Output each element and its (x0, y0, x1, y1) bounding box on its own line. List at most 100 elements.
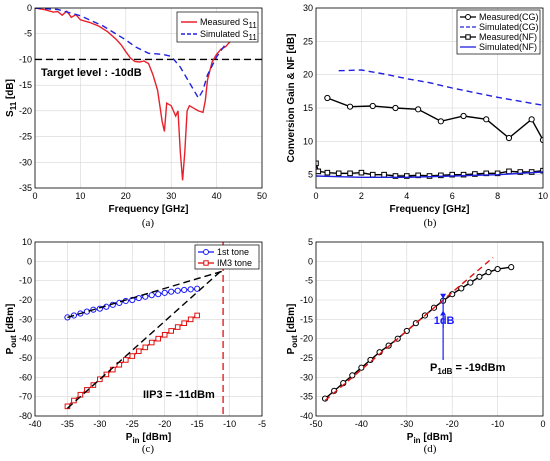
y-axis-label: Pout [dBm] (5, 304, 18, 355)
series-line-2 (35, 8, 227, 100)
y-tick-label: -10 (19, 54, 32, 64)
data-point (437, 118, 444, 125)
data-point (123, 357, 129, 363)
x-tick-label: 0 (32, 191, 37, 201)
plot-area (321, 256, 515, 402)
legend-entry: Measured(NF) (479, 32, 537, 42)
data-point (438, 172, 444, 179)
x-tick-label: 30 (166, 191, 176, 201)
legend-entry: Measured S11 (200, 17, 257, 30)
plot-frame (34, 241, 263, 417)
data-point (476, 273, 483, 280)
y-tick-label: -35 (300, 392, 313, 402)
data-point (369, 171, 376, 178)
y-tick-label: 10 (22, 237, 32, 247)
y-tick-label: -15 (300, 314, 313, 324)
y-tick-label: -60 (19, 372, 32, 382)
data-point (181, 320, 187, 326)
data-point (103, 371, 110, 378)
legend-entry: IM3 tone (217, 258, 252, 268)
x-tick-label: 10 (75, 191, 85, 201)
data-point (135, 294, 142, 302)
data-point (472, 171, 478, 177)
series-line-3 (316, 163, 543, 177)
y-tick-label: -10 (19, 276, 32, 286)
data-point (347, 170, 353, 177)
y-tick-label: 30 (303, 3, 313, 13)
data-point (404, 173, 410, 179)
x-tick-label: -20 (446, 419, 459, 429)
y-tick-label: -35 (19, 183, 32, 193)
chart-a: 0 10 20 30 40 50 0 -5 -10 -15 -20 -25 -30 -35 Frequenc… (5, 3, 267, 229)
data-point (84, 387, 90, 393)
legend-entry: Simulated S11 (200, 29, 257, 42)
target-level-annotation: Target level : -10dB (41, 67, 142, 79)
y-tick-label: -40 (19, 334, 32, 344)
y-tick-label: -40 (300, 411, 313, 421)
legend-marker (465, 34, 471, 40)
y-tick-label: -20 (300, 334, 313, 344)
y-tick-label: 25 (303, 36, 313, 46)
legend-marker (465, 14, 471, 20)
x-tick-label: -50 (309, 419, 322, 429)
data-point (168, 328, 174, 334)
x-tick-label: -35 (61, 419, 74, 429)
data-point (392, 173, 399, 179)
data-point (460, 112, 467, 120)
legend-marker (203, 249, 209, 255)
data-point (155, 291, 162, 298)
x-axis-label: Pin [dBm] (407, 432, 452, 445)
x-axis-label: Frequency [GHz] (108, 204, 188, 215)
y-tick-label: -15 (19, 80, 32, 90)
x-tick-label: 6 (450, 191, 455, 201)
data-point (449, 171, 455, 178)
y-tick-label: -30 (300, 372, 313, 382)
legend-entry: Simulated(NF) (479, 42, 537, 52)
one-db-label: 1dB (434, 315, 455, 327)
plot-area (316, 69, 543, 179)
y-tick-label: -25 (300, 353, 313, 363)
figure-caption: (b) (424, 217, 437, 229)
x-tick-label: 0 (313, 191, 318, 201)
legend-entry: Simulated(CG) (479, 22, 539, 32)
x-axis-label: Frequency [GHz] (389, 204, 469, 215)
plot-frame (34, 7, 263, 189)
data-point (161, 332, 168, 338)
data-point (83, 308, 90, 315)
x-tick-label: 40 (212, 191, 222, 201)
legend-entry: Measured(CG) (479, 12, 539, 22)
y-tick-label: 0 (27, 3, 32, 13)
x-tick-label: -5 (258, 419, 266, 429)
x-tick-label: -25 (126, 419, 139, 429)
legend-box (176, 11, 259, 43)
data-point (539, 136, 543, 144)
data-point (181, 286, 188, 294)
x-tick-label: -20 (158, 419, 171, 429)
figure-caption: (c) (142, 443, 155, 455)
y-tick-label: -5 (305, 276, 313, 286)
y-tick-label: -80 (19, 411, 32, 421)
one-db-arrowhead-down (440, 293, 447, 299)
data-point (324, 94, 331, 102)
chart-c: -40 -35 -30 -25 -20 -15 -10 -5 10 0 -10 -20 -30 -40 -5… (5, 237, 266, 455)
x-tick-label: 20 (121, 191, 131, 201)
data-point (392, 104, 399, 112)
y-tick-label: -20 (19, 106, 32, 116)
x-tick-label: -30 (400, 419, 413, 429)
data-point (505, 134, 513, 142)
x-tick-label: -40 (355, 419, 368, 429)
x-tick-label: -30 (93, 419, 106, 429)
x-tick-label: 4 (404, 191, 409, 201)
data-point (346, 103, 354, 110)
plot-frame (315, 241, 544, 417)
chart-d: -50 -40 -30 -20 -10 050-5-10-15-20-25-30-35-4… (286, 237, 546, 455)
data-point (187, 316, 194, 323)
series-line-4 (316, 171, 543, 179)
data-point (129, 353, 136, 359)
y-axis-label: Conversion Gain & NF [dB] (286, 34, 297, 163)
y-axis-label: Pout [dBm] (286, 304, 299, 355)
series-line-1 (324, 266, 512, 400)
series-line-1 (327, 97, 543, 141)
data-point (540, 167, 543, 174)
